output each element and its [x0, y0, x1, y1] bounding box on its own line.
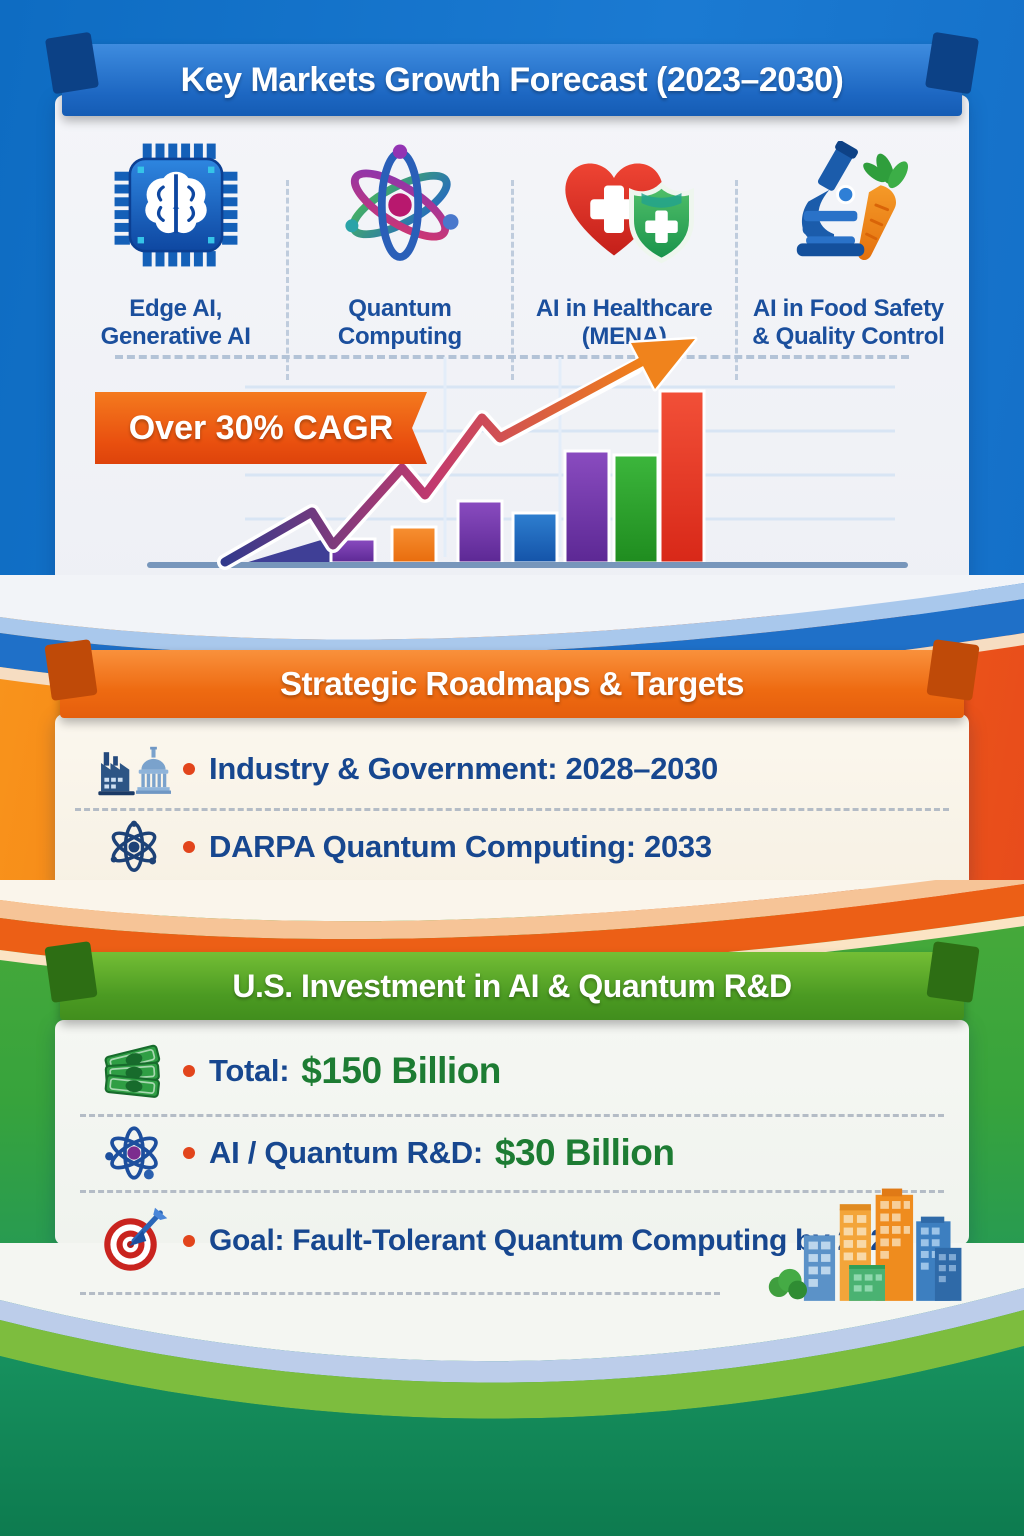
section1-title: Key Markets Growth Forecast (2023–2030)	[180, 60, 844, 99]
market-label: AI in Healthcare (MENA)	[535, 295, 713, 350]
roadmaps-card: Industry & Government: 2028–2030 DARPA Q…	[55, 714, 969, 889]
microscope-carrot-icon	[778, 125, 918, 285]
market-food-safety: AI in Food Safety & Quality Control	[738, 125, 959, 435]
money-stack-icon	[95, 1036, 173, 1106]
bullet-dot	[183, 841, 195, 853]
arrow-head	[631, 339, 695, 389]
bullet-dot	[183, 1235, 195, 1247]
investment-value: $30 Billion	[494, 1132, 675, 1173]
investment-item: Total: $150 Billion	[95, 1036, 501, 1106]
section1-header-ribbon: Key Markets Growth Forecast (2023–2030)	[62, 44, 962, 116]
chip-brain-icon	[112, 125, 240, 285]
market-label: Quantum Computing	[337, 295, 462, 350]
roadmap-text: Industry & Government: 2028–2030	[209, 751, 718, 786]
atom-icon	[335, 125, 465, 285]
investment-label: Goal: Fault-Tolerant Quantum Computing b…	[209, 1224, 904, 1257]
vertical-divider	[510, 180, 514, 380]
vertical-divider	[286, 180, 290, 380]
heart-shield-icon	[549, 125, 699, 285]
market-quantum: Quantum Computing	[289, 125, 510, 435]
industry-government-icon	[95, 738, 173, 800]
investment-item: Goal: Fault-Tolerant Quantum Computing b…	[95, 1206, 903, 1276]
investment-card	[55, 1020, 969, 1245]
investment-value: $150 Billion	[301, 1050, 501, 1091]
investment-label: Total:	[209, 1053, 290, 1088]
target-icon	[95, 1206, 173, 1276]
atom-navy-icon	[95, 816, 173, 878]
bullet-dot	[183, 1147, 195, 1159]
vertical-divider	[734, 180, 738, 380]
section3-title: U.S. Investment in AI & Quantum R&D	[232, 967, 792, 1004]
green-swoosh	[0, 1243, 1024, 1536]
trend-line	[217, 336, 698, 570]
investment-label: AI / Quantum R&D:	[209, 1135, 483, 1170]
bullet-dot	[183, 1065, 195, 1077]
dashed-divider	[80, 1114, 944, 1117]
roadmap-item: Industry & Government: 2028–2030	[95, 738, 718, 800]
bars	[329, 389, 706, 565]
area-wedge	[245, 537, 331, 563]
atom-purple-icon	[95, 1120, 173, 1186]
market-healthcare: AI in Healthcare (MENA)	[514, 125, 735, 435]
dashed-divider	[75, 808, 949, 811]
city-skyline-illustration	[768, 1188, 962, 1301]
market-label: Edge AI, Generative AI	[100, 295, 251, 350]
roadmap-text: DARPA Quantum Computing: 2033	[209, 829, 712, 864]
cagr-badge: Over 30% CAGR	[95, 392, 427, 464]
section2-header-ribbon: Strategic Roadmaps & Targets	[60, 650, 964, 718]
horizontal-dashed-divider	[115, 355, 909, 359]
section3-header-ribbon: U.S. Investment in AI & Quantum R&D	[60, 952, 964, 1020]
dashed-divider	[80, 1292, 720, 1295]
cagr-badge-label: Over 30% CAGR	[128, 408, 394, 447]
bullet-dot	[183, 763, 195, 775]
roadmap-item: DARPA Quantum Computing: 2033	[95, 816, 712, 878]
markets-card: Edge AI, Generative AI	[55, 95, 969, 615]
section2-title: Strategic Roadmaps & Targets	[279, 665, 745, 702]
markets-row: Edge AI, Generative AI	[65, 125, 959, 435]
investment-item: AI / Quantum R&D: $30 Billion	[95, 1118, 675, 1188]
market-edge-ai: Edge AI, Generative AI	[65, 125, 286, 435]
dashed-divider	[80, 1190, 944, 1193]
market-label: AI in Food Safety & Quality Control	[752, 295, 945, 350]
